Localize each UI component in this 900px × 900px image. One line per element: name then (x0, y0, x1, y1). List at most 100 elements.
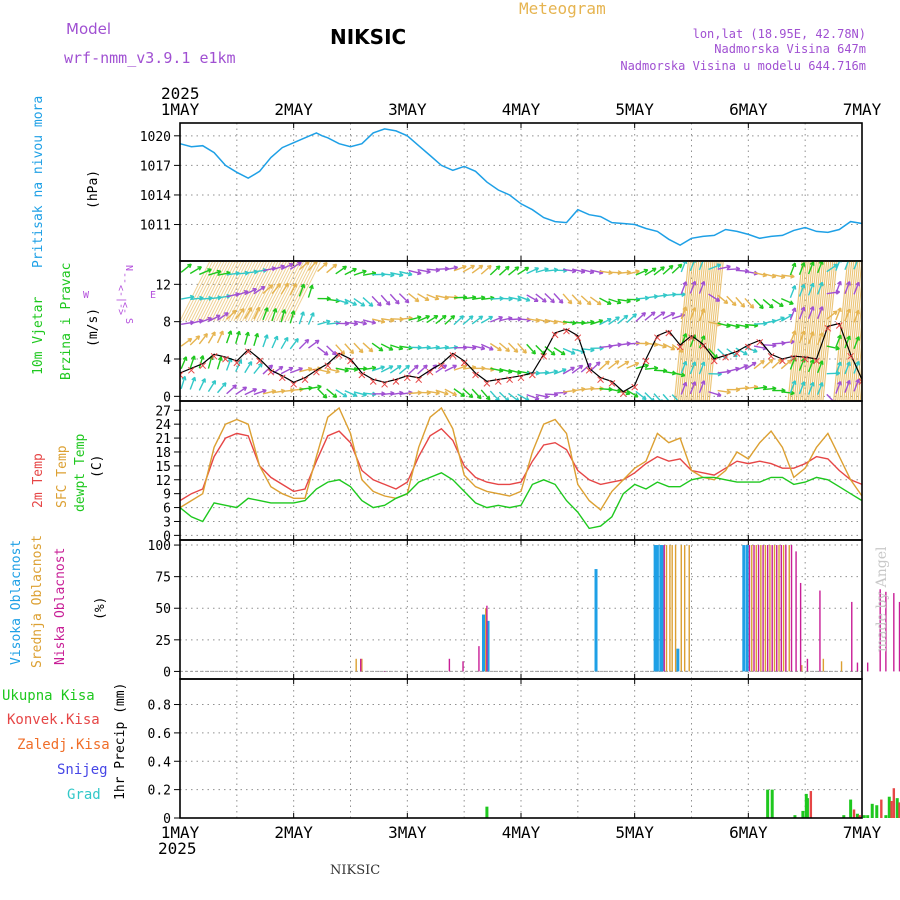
wind-arrow (635, 312, 646, 323)
wind-hatch-line (190, 261, 222, 322)
wind-arrow (717, 265, 731, 270)
wind-arrow (526, 294, 539, 302)
temperature-line (179, 472, 863, 530)
wind-arrow-head (316, 340, 320, 345)
wind-arrow (535, 344, 546, 356)
cloud-bar (766, 545, 769, 672)
wind-arrow (826, 345, 840, 350)
wind-arrow-head (577, 302, 582, 305)
wind-arrow (826, 372, 840, 375)
wind-arrow-head (344, 323, 350, 327)
wind-arrow (689, 307, 696, 321)
wind-arrow (417, 268, 431, 273)
wind-arrow-head (471, 265, 475, 270)
wind-arrow-head (644, 364, 649, 369)
compass-east: E (150, 290, 156, 301)
cloud-bar (898, 601, 900, 672)
wind-arrow-head (331, 353, 337, 356)
wind-hatch-line (855, 335, 862, 401)
wind-arrow (608, 360, 620, 370)
wind-arrow-head (858, 310, 860, 315)
wind-arrow-head (694, 361, 697, 366)
wind-arrow-head (681, 293, 686, 297)
wind-arrow (499, 317, 513, 322)
cloud-ytick-label: 25 (155, 634, 171, 649)
wind-arrow-head (580, 365, 584, 370)
wind-panel: 0 4 8 12 (155, 260, 863, 405)
top-date-label: 7MAY (843, 100, 882, 119)
temperature-ytick-label: 12 (155, 474, 171, 489)
wind-arrow-head (608, 318, 612, 323)
wind-arrow-head (303, 284, 306, 289)
wind-arrow-head (762, 274, 767, 278)
wind-arrow (480, 315, 493, 324)
wind-arrow (335, 298, 349, 304)
wind-arrow (844, 335, 851, 349)
wind-arrow (771, 316, 785, 323)
wind-arrow-head (735, 389, 741, 393)
wind-arrow (389, 293, 400, 305)
wind-hatch-line (256, 261, 288, 322)
wind-arrow (435, 294, 449, 299)
legend-frz-precip: Zaledj.Kisa (17, 737, 110, 753)
wind-arrow (753, 345, 767, 350)
wind-arrow-head (835, 264, 839, 269)
wind-arrow-head (635, 270, 640, 275)
wind-arrow (235, 386, 247, 396)
precip-bar (770, 789, 774, 818)
cloud-bar (755, 545, 757, 672)
wind-arrow-head (858, 336, 860, 341)
wind-arrow-head (372, 367, 377, 371)
wind-arrow-head (685, 382, 688, 387)
wind-arrow (207, 355, 213, 369)
wind-arrow-head (189, 263, 192, 269)
wind-arrow (262, 284, 274, 294)
wind-arrow-head (670, 265, 674, 270)
wind-gust-mark (222, 355, 229, 363)
wind-arrow (344, 390, 358, 397)
wind-gust-mark (540, 352, 548, 360)
wind-arrow (562, 268, 577, 273)
wind-arrow (489, 342, 502, 352)
wind-arrow (280, 263, 294, 270)
wind-arrow (435, 364, 447, 374)
wind-hatch-line (702, 261, 718, 401)
wind-arrow (207, 380, 216, 392)
panels: 1011101410171020048120369121518212427025… (140, 122, 900, 827)
wind-arrow (781, 298, 794, 305)
wind-arrow (435, 389, 449, 395)
wind-arrow-head (296, 338, 299, 343)
wind-hatch-line (803, 261, 820, 401)
wind-arrow (798, 262, 805, 276)
wind-gust-mark (426, 368, 434, 376)
wind-arrow (771, 298, 784, 307)
wind-arrow-head (694, 261, 697, 263)
wind-arrow (498, 265, 510, 276)
sfc-ylabel: SFC Temp (55, 445, 70, 508)
wind-arrow (817, 306, 824, 319)
wind-arrow-head (535, 320, 540, 323)
wind-arrow (181, 295, 195, 300)
wind-arrow-head (771, 276, 776, 279)
compass-west: W (83, 290, 90, 301)
wind-arrow (698, 261, 704, 271)
wind-arrow (489, 265, 501, 276)
wind-arrow (371, 366, 385, 372)
wind-gust-mark (358, 371, 366, 379)
wind-arrow-head (848, 335, 851, 341)
wind-arrow-head (812, 331, 815, 336)
wind-arrow-head (550, 300, 555, 304)
wind-arrow (807, 331, 814, 345)
wind-gust-mark (381, 380, 388, 388)
precip-bar (870, 803, 874, 818)
wind-arrow-head (224, 382, 227, 387)
wind-gust-mark (847, 352, 854, 360)
wind-hatch-line (264, 261, 296, 322)
cloud-bar (448, 658, 451, 672)
wind-arrow-head (839, 334, 842, 340)
wind-arrow-head (626, 361, 630, 366)
wind-arrow (726, 268, 740, 271)
wind-arrow (326, 263, 338, 274)
wind-arrow (326, 345, 337, 356)
wind-arrow (835, 281, 842, 294)
